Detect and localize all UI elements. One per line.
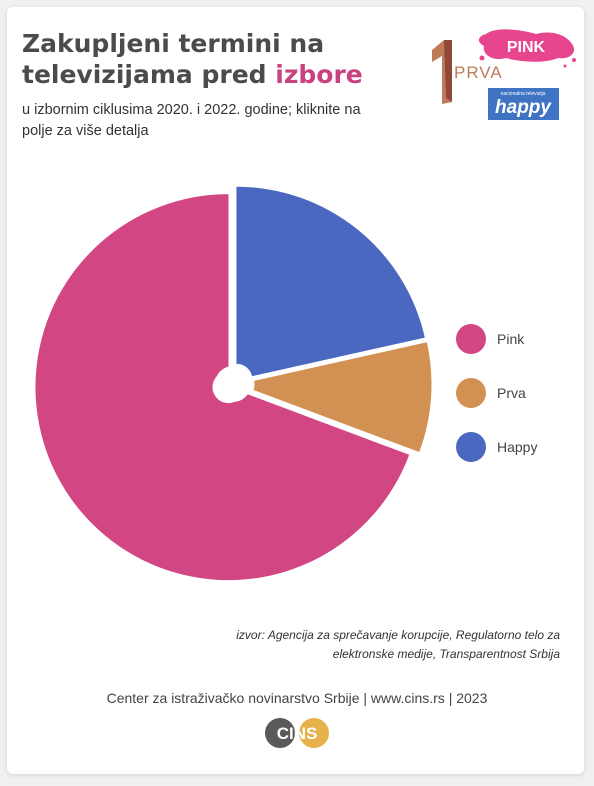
chart-subtitle: u izbornim ciklusima 2020. i 2022. godin… xyxy=(22,102,361,139)
legend-item-pink[interactable]: Pink xyxy=(456,312,537,366)
pie-slice-prva[interactable] xyxy=(253,342,432,453)
happy-logo: nacionalna televizija happy xyxy=(488,88,559,120)
pink-logo-text: PINK xyxy=(507,39,546,56)
prva-logo-text: PRVA xyxy=(454,63,503,82)
chart-legend: Pink Prva Happy xyxy=(456,312,537,474)
footer-credit: Center za istraživačko novinarstvo Srbij… xyxy=(106,690,488,706)
pie-slice-happy[interactable] xyxy=(236,186,425,377)
legend-swatch xyxy=(456,432,486,462)
legend-item-prva[interactable]: Prva xyxy=(456,366,537,420)
legend-swatch xyxy=(456,378,486,408)
legend-label: Prva xyxy=(497,385,526,401)
legend-label: Pink xyxy=(497,331,525,347)
cins-logo-text: CINS xyxy=(277,724,318,743)
happy-logo-tagline: nacionalna televizija xyxy=(501,91,546,97)
prva-logo: PRVA xyxy=(432,40,503,104)
legend-swatch xyxy=(456,324,486,354)
legend-item-happy[interactable]: Happy xyxy=(456,420,537,474)
source-note: izvor: Agencija za sprečavanje korupcije… xyxy=(236,628,560,661)
cins-logo: CINS xyxy=(265,718,329,748)
pie-center-hole xyxy=(215,366,251,402)
happy-logo-text: happy xyxy=(495,97,552,118)
pie-slice-pink[interactable] xyxy=(35,194,410,581)
pink-logo: PINK xyxy=(478,29,576,68)
chart-title: Zakupljeni termini na televizijama pred … xyxy=(22,28,392,90)
title-text: Zakupljeni termini na televizijama pred xyxy=(22,29,325,89)
tv-logos: PINK PRVA nacionalna televizija happy xyxy=(432,29,576,120)
legend-label: Happy xyxy=(497,439,538,455)
title-highlight: izbore xyxy=(275,60,363,89)
